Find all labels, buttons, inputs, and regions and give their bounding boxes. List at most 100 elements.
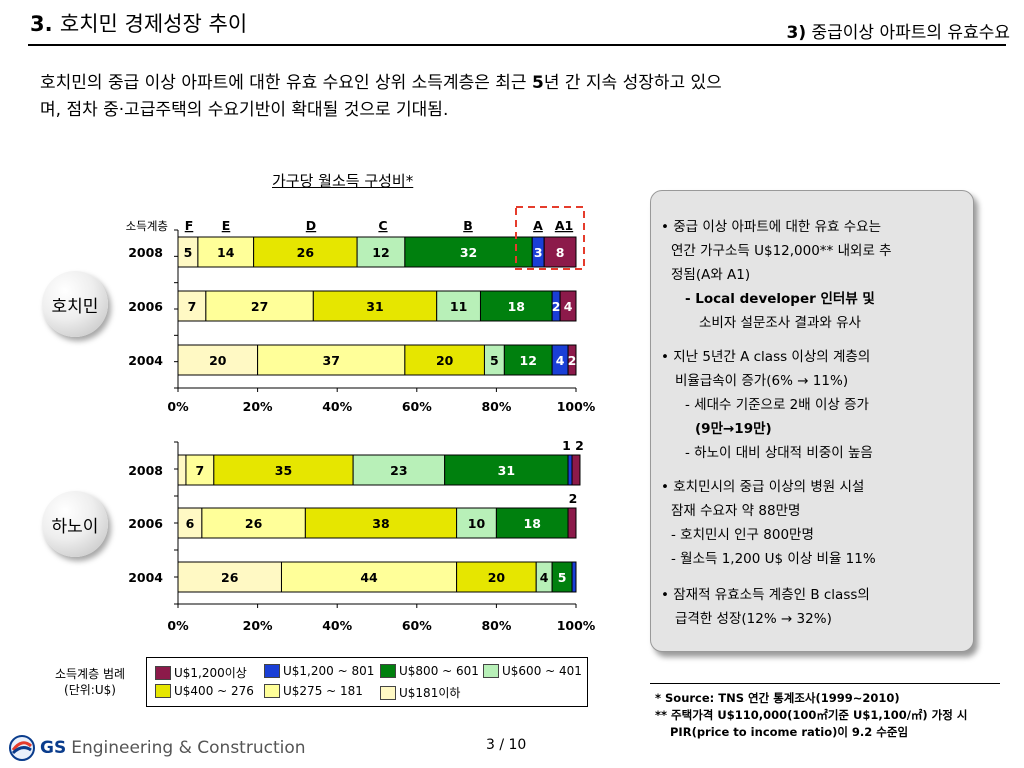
legend: U$1,200이상 U$1,200 ~ 801 U$800 ~ 601 U$60… xyxy=(146,657,588,707)
page-title: 3. 호치민 경제성장 추이 xyxy=(30,8,247,38)
x-tick-label: 100% xyxy=(557,618,596,633)
note-line: - 하노이 대비 상대적 비중이 높음 xyxy=(685,445,873,461)
logo-company-name: Engineering & Construction xyxy=(71,738,306,758)
bar-value-label: 26 xyxy=(297,245,315,260)
x-tick-label: 100% xyxy=(557,399,596,414)
bar-segment-E xyxy=(205,290,314,322)
city-badge-hochiminh: 호치민 xyxy=(42,271,108,337)
bar-value-label: 5 xyxy=(490,353,499,368)
bar-segment-A xyxy=(571,561,577,593)
x-tick-label: 60% xyxy=(402,399,432,414)
pir-note: PIR(price to income ratio)이 9.2 수준임 xyxy=(670,725,909,739)
x-tick-label: 80% xyxy=(481,399,511,414)
bar-value-label: 18 xyxy=(508,299,525,314)
bar-segment-B xyxy=(444,454,569,486)
bar-value-label: 12 xyxy=(520,353,537,368)
bar-value-label: 32 xyxy=(460,245,477,260)
bar-annotation: 2 xyxy=(569,491,578,506)
bar-value-label: 14 xyxy=(217,245,235,260)
bar-segment-E xyxy=(185,454,215,486)
note-line: - 월소득 1,200 U$ 이상 비율 11% xyxy=(671,551,876,567)
class-header-E: E xyxy=(222,218,231,233)
page-title-number: 3. xyxy=(30,12,53,36)
note-line: 연간 가구소득 U$12,000** 내외로 추 xyxy=(671,243,892,259)
bar-segment-A1 xyxy=(571,454,581,486)
price-assumption-note: ** 주택가격 U$110,000(100㎡기준 U$1,100/㎡) 가정 시 xyxy=(655,708,968,722)
x-tick-label: 40% xyxy=(322,399,352,414)
bar-value-label: 8 xyxy=(556,245,565,260)
bar-value-label: 31 xyxy=(498,463,515,478)
x-tick-label: 80% xyxy=(481,618,511,633)
legend-swatch xyxy=(264,684,280,698)
x-tick-label: 40% xyxy=(322,618,352,633)
bar-segment-D xyxy=(456,561,537,593)
legend-item: U$800 ~ 601 xyxy=(380,664,479,678)
x-tick-label: 0% xyxy=(167,618,189,633)
section-number: 3) xyxy=(786,23,807,43)
bar-value-label: 44 xyxy=(360,570,378,585)
chart-title: 가구당 월소득 구성비* xyxy=(272,172,414,190)
bar-value-label: 4 xyxy=(556,353,565,368)
note-line: - 호치민시 인구 800만명 xyxy=(671,527,814,543)
legend-label: U$600 ~ 401 xyxy=(502,664,582,678)
headline-part2: 년 간 지속 성장하고 있으 xyxy=(543,73,722,93)
legend-title-line1: 소득계층 범례 xyxy=(54,667,126,681)
x-tick-label: 60% xyxy=(402,618,432,633)
legend-label: U$275 ~ 181 xyxy=(283,684,363,698)
bar-value-label: 27 xyxy=(251,299,268,314)
bar-value-label: 20 xyxy=(436,353,454,368)
class-header-A1: A1 xyxy=(555,218,573,233)
bar-segment-E xyxy=(280,561,458,593)
gs-logo-icon xyxy=(9,735,35,761)
title-divider xyxy=(28,44,1006,46)
bar-segment-E xyxy=(257,344,406,376)
note-line: - Local developer 인터뷰 및 xyxy=(685,291,875,307)
bar-segment-A xyxy=(567,454,573,486)
bar-value-label: 38 xyxy=(372,516,389,531)
headline-number: 5 xyxy=(531,73,544,93)
legend-swatch xyxy=(264,664,280,678)
source-note: * Source: TNS 연간 통계조사(1999~2010) xyxy=(655,691,900,705)
note-line: 급격한 성장(12% → 32%) xyxy=(675,611,832,627)
legend-item: U$1,200이상 xyxy=(155,664,247,681)
bar-value-label: 12 xyxy=(372,245,389,260)
bar-segment-D xyxy=(404,344,485,376)
year-label: 2008 xyxy=(128,463,163,478)
bar-segment-C xyxy=(356,236,406,268)
year-label: 2006 xyxy=(128,516,163,531)
legend-swatch xyxy=(155,665,171,680)
class-header-F: F xyxy=(185,218,194,233)
legend-label: U$800 ~ 601 xyxy=(399,664,479,678)
page-number: 3 / 10 xyxy=(486,737,527,753)
bar-segment-D xyxy=(253,236,358,268)
headline: 호치민의 중급 이상 아파트에 대한 유효 수요인 상위 소득계층은 최근 5년… xyxy=(40,70,1000,124)
class-header-B: B xyxy=(463,218,473,233)
bar-value-label: 10 xyxy=(468,516,486,531)
bar-segment-D xyxy=(213,454,354,486)
class-header-D: D xyxy=(306,218,316,233)
income-class-axis-label: 소득계층 xyxy=(126,219,168,233)
bar-segment-A1 xyxy=(559,290,577,322)
bar-value-label: 26 xyxy=(245,516,263,531)
bar-value-label: 4 xyxy=(564,299,573,314)
notes-panel: • 중급 이상 아파트에 대한 유효 수요는 연간 가구소득 U$12,000*… xyxy=(650,190,974,652)
bar-segment-E xyxy=(197,236,255,268)
note-line: 잠재 수요자 약 88만명 xyxy=(671,503,801,519)
legend-label: U$400 ~ 276 xyxy=(174,684,254,698)
bar-segment-A1 xyxy=(567,344,577,376)
section-title: 3) 중급이상 아파트의 유효수요 xyxy=(786,18,1010,43)
bar-value-label: 35 xyxy=(275,463,292,478)
x-tick-label: 20% xyxy=(243,618,273,633)
bar-value-label: 2 xyxy=(568,353,577,368)
note-line: • 지난 5년간 A class 이상의 계층의 xyxy=(661,349,871,365)
headline-line2: 며, 점차 중·고급주택의 수요기반이 확대될 것으로 기대됨. xyxy=(40,100,449,120)
bar-segment-D xyxy=(312,290,438,322)
note-line: - 세대수 기준으로 2배 이상 증가 xyxy=(685,397,869,413)
headline-part1: 호치민의 중급 이상 아파트에 대한 유효 수요인 상위 소득계층은 최근 xyxy=(40,73,532,93)
bar-value-label: 5 xyxy=(558,570,567,585)
bar-annotation: 1 2 xyxy=(562,438,584,453)
legend-swatch xyxy=(155,684,171,698)
section-text: 중급이상 아파트의 유효수요 xyxy=(811,23,1011,43)
highlight-box xyxy=(515,206,585,270)
